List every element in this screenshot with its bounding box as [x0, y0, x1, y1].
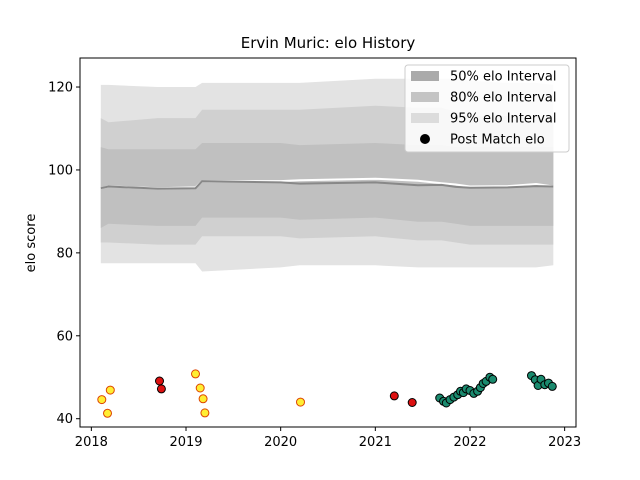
legend-label: 50% elo Interval — [450, 70, 557, 85]
y-axis: 40 60 80 100 120 — [48, 81, 80, 427]
legend-label: Post Match elo — [450, 133, 545, 148]
legend-label: 80% elo Interval — [450, 91, 557, 106]
post-match-elo-point — [488, 374, 498, 384]
y-tick-label: 100 — [48, 163, 73, 178]
post-match-elo-point — [103, 408, 112, 418]
x-tick-label: 2018 — [75, 435, 108, 450]
mean-elo-line — [100, 180, 554, 190]
post-match-elo-point — [191, 369, 200, 379]
x-tick-label: 2020 — [264, 435, 297, 450]
legend-swatch-marker — [420, 134, 430, 144]
post-match-elo-point — [407, 398, 417, 407]
legend-swatch-band — [411, 92, 439, 102]
post-match-elo-point — [200, 408, 210, 418]
y-tick-label: 40 — [56, 412, 73, 427]
legend-swatch-band — [411, 113, 439, 123]
x-tick-label: 2021 — [359, 435, 392, 450]
band-50-interval — [100, 143, 554, 228]
y-tick-label: 120 — [48, 81, 73, 96]
chart-title: Ervin Muric: elo History — [241, 34, 416, 52]
x-axis: 2018 2019 2020 2021 2022 2023 — [75, 427, 581, 450]
post-match-elo-point — [547, 381, 557, 391]
post-match-elo-point — [156, 384, 166, 394]
post-match-elo-point — [155, 376, 164, 386]
legend: 50% elo Interval 80% elo Interval 95% elo … — [404, 64, 570, 153]
legend-box — [404, 64, 570, 153]
y-axis-label: elo score — [24, 214, 39, 273]
legend-swatch-band — [411, 71, 439, 81]
x-tick-label: 2022 — [453, 435, 486, 450]
y-tick-label: 80 — [56, 246, 73, 261]
post-match-elo-point — [296, 397, 305, 407]
post-match-elo-point — [389, 391, 399, 401]
post-match-elo-point — [195, 383, 205, 393]
x-tick-label: 2023 — [548, 435, 581, 450]
post-match-elo-point — [97, 395, 107, 405]
y-tick-label: 60 — [56, 329, 73, 344]
axes-frame — [79, 57, 577, 428]
legend-label: 95% elo Interval — [450, 112, 557, 127]
post-match-elo-point — [198, 394, 208, 404]
x-tick-label: 2019 — [169, 435, 202, 450]
post-match-elo-point — [105, 385, 115, 395]
